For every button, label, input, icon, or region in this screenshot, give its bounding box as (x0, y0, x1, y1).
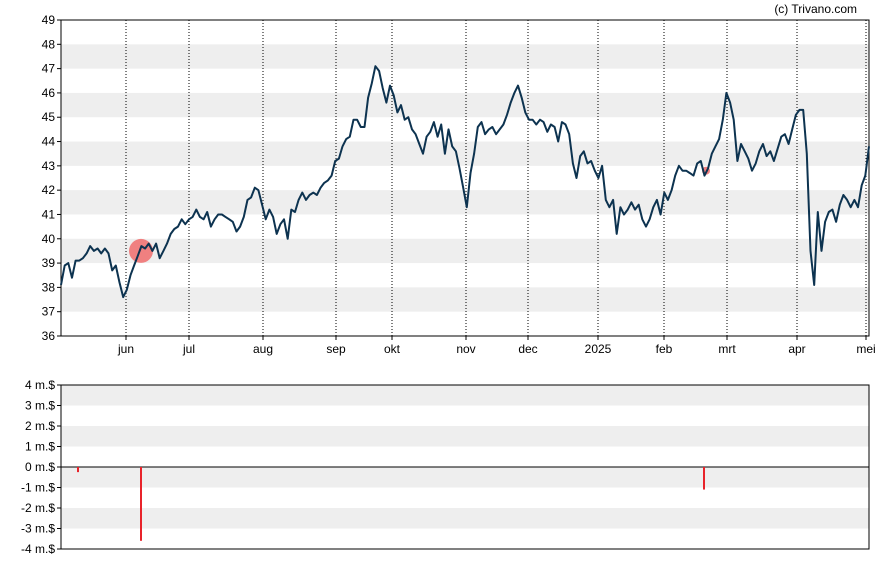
trade-marker (129, 238, 153, 263)
y-tick-label: 1 m.$ (25, 440, 55, 454)
x-tick-label: sep (326, 342, 346, 356)
y-tick-label: -4 m.$ (21, 542, 55, 556)
x-tick-label: jul (182, 342, 195, 356)
y-tick-label: 2 m.$ (25, 419, 55, 433)
price-line (60, 65, 870, 299)
y-tick-label: 36 (42, 329, 56, 343)
x-tick-label: jun (117, 342, 134, 356)
grid-band (61, 92, 869, 118)
y-tick-label: 43 (42, 159, 56, 173)
grid-band (61, 287, 869, 312)
x-tick-label: dec (518, 342, 537, 356)
y-tick-label: 44 (42, 135, 56, 149)
y-tick-label: 42 (42, 183, 56, 197)
y-tick-label: 3 m.$ (25, 399, 55, 413)
y-tick-label: -1 m.$ (21, 481, 55, 495)
grid-band (61, 426, 869, 447)
y-tick-label: 4 m.$ (25, 378, 55, 392)
y-tick-label: 41 (42, 207, 56, 221)
x-tick-label: mrt (718, 342, 736, 356)
y-tick-label: 46 (42, 86, 56, 100)
grid-band (61, 141, 869, 166)
price-chart: 36 37 38 39 40 41 42 43 44 45 46 47 48 49 jun jul aug sep… (42, 13, 876, 356)
y-tick-label: 45 (42, 110, 56, 124)
y-tick-label: 49 (42, 13, 56, 27)
fund-flow-chart: -4 m.$ -3 m.$ -2 m.$ -1 m.$ 0 m.$ 1 m.$ 2 m.$ 3… (21, 378, 870, 556)
grid-band (61, 467, 869, 488)
x-tick-label: apr (788, 342, 805, 356)
y-tick-label: 48 (42, 37, 56, 51)
plot-frame (60, 19, 870, 337)
y-tick-label: 40 (42, 232, 56, 246)
grid-band (61, 508, 869, 529)
x-tick-label: okt (384, 342, 401, 356)
x-tick-label: nov (456, 342, 475, 356)
y-tick-label: 38 (42, 280, 56, 294)
grid-band (61, 44, 869, 69)
grid-band (61, 385, 869, 406)
x-tick-label: mei (856, 342, 875, 356)
y-tick-label: 39 (42, 256, 56, 270)
y-tick-label: 0 m.$ (25, 460, 55, 474)
grid-band (61, 238, 869, 264)
x-tick-label: feb (656, 342, 673, 356)
y-tick-label: -2 m.$ (21, 501, 55, 515)
y-tick-label: 37 (42, 305, 56, 319)
x-tick-label: 2025 (585, 342, 612, 356)
watermark-text: (c) Trivano.com (774, 2, 857, 16)
x-tick-label: aug (253, 342, 273, 356)
y-tick-label: 47 (42, 62, 56, 76)
y-tick-label: -3 m.$ (21, 522, 55, 536)
